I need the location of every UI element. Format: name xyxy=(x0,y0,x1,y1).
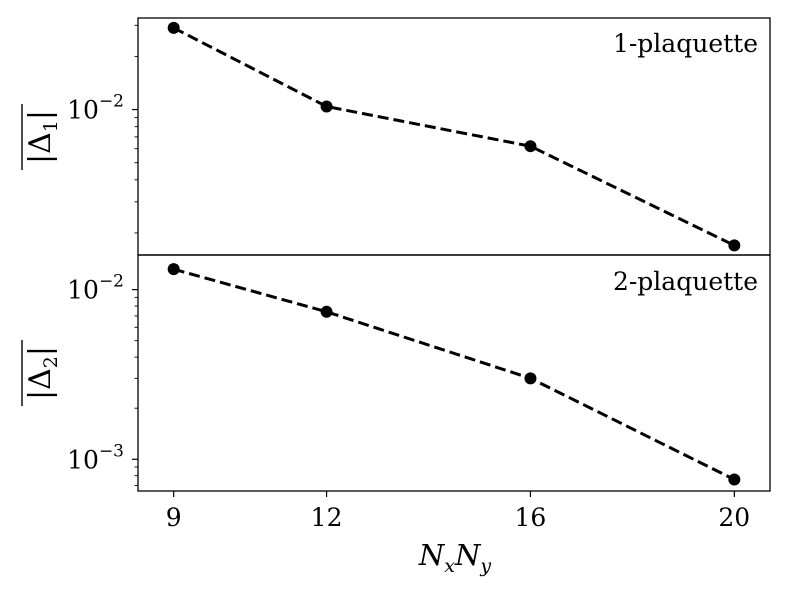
bottom-data-point-2 xyxy=(524,372,537,385)
bottom-y-axis-label: |Δ2| xyxy=(21,340,62,406)
top-data-point-2 xyxy=(524,140,537,153)
bottom-panel-frame xyxy=(137,254,771,492)
svg-text:|Δ2|: |Δ2| xyxy=(23,346,62,400)
svg-text:|Δ1|: |Δ1| xyxy=(23,110,62,164)
top-data-point-3 xyxy=(728,239,741,252)
x-tick-label-3: 20 xyxy=(718,503,750,532)
x-tick-label-1: 12 xyxy=(311,503,343,532)
bottom-series-line xyxy=(173,267,735,481)
bottom-y-tick-label-0: 10−2 xyxy=(67,272,124,305)
bottom-data-point-1 xyxy=(320,305,333,318)
top-panel-annotation: 1-plaquette xyxy=(613,29,758,58)
top-data-point-0 xyxy=(167,21,180,34)
top-data-point-1 xyxy=(320,100,333,113)
bottom-data-point-3 xyxy=(728,473,741,486)
bottom-y-tick-label-1: 10−3 xyxy=(67,441,124,474)
top-y-axis-label: |Δ1| xyxy=(21,104,62,170)
bottom-panel-annotation: 2-plaquette xyxy=(613,267,758,296)
top-y-tick-label-0: 10−2 xyxy=(67,92,124,125)
x-axis-label: NxNy xyxy=(418,538,491,577)
x-tick-label-2: 16 xyxy=(515,503,547,532)
bottom-data-point-0 xyxy=(167,263,180,276)
top-series-line xyxy=(173,26,735,247)
x-tick-label-0: 9 xyxy=(166,503,182,532)
